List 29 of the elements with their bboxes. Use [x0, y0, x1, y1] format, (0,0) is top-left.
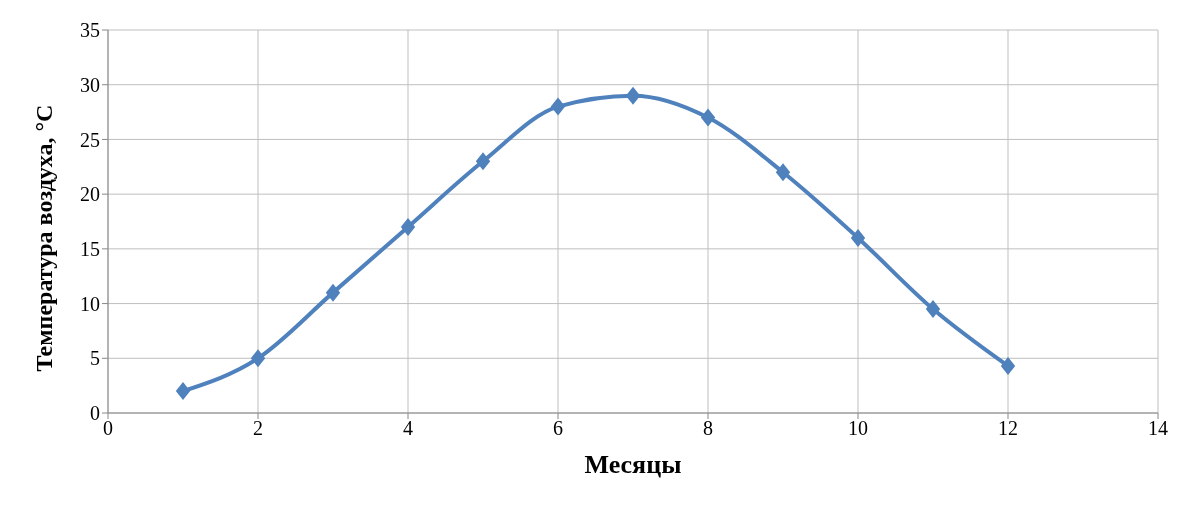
point [475, 152, 491, 171]
point [625, 86, 641, 105]
y-tick-label: 35 [80, 19, 100, 42]
y-tick-label: 25 [80, 128, 100, 151]
x-tick-label: 10 [848, 417, 868, 440]
x-axis-title: Месяцы [584, 450, 682, 479]
point [925, 300, 941, 319]
x-tick-label: 12 [998, 417, 1018, 440]
point [325, 283, 341, 302]
point [775, 163, 791, 182]
y-axis-title: Температура воздуха, °С [30, 104, 57, 372]
point [850, 228, 866, 247]
y-tick-label: 10 [80, 292, 100, 315]
y-tick-label: 5 [90, 347, 100, 370]
y-tick-label: 30 [80, 73, 100, 96]
point [250, 349, 266, 368]
x-tick-label: 14 [1148, 417, 1168, 440]
point [1000, 356, 1016, 375]
point [550, 97, 566, 116]
x-tick-label: 2 [253, 417, 263, 440]
x-tick-label: 6 [553, 417, 563, 440]
y-tick-label: 15 [80, 237, 100, 260]
point [700, 108, 716, 127]
x-tick-label: 4 [403, 417, 413, 440]
point [175, 382, 191, 401]
point [400, 217, 416, 236]
x-tick-label: 8 [703, 417, 713, 440]
y-tick-label: 20 [80, 183, 100, 206]
y-tick-label: 0 [90, 402, 100, 425]
